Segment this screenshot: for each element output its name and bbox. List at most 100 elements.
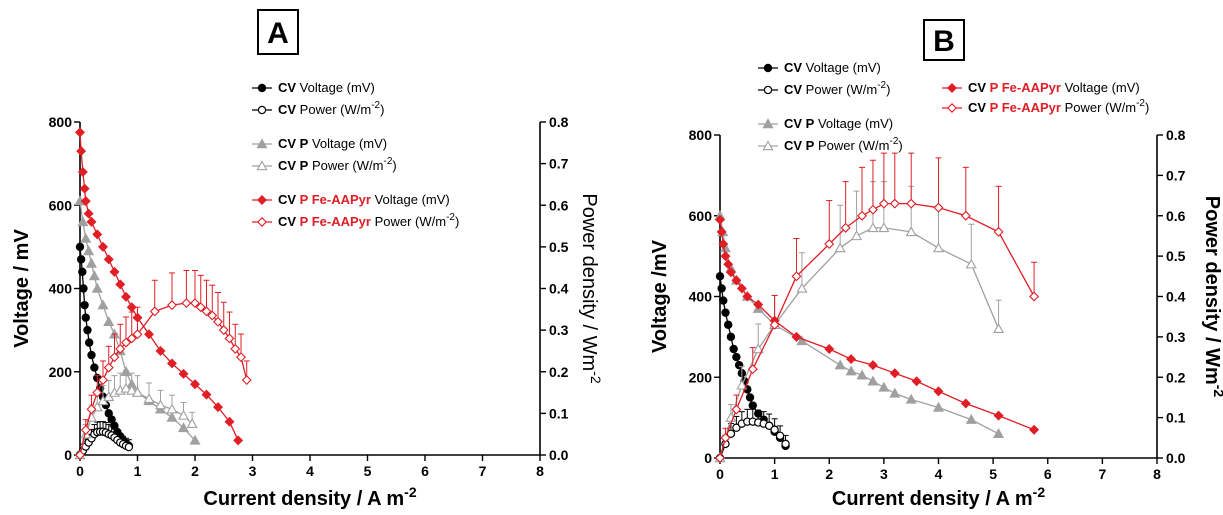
data-point [120, 382, 132, 393]
legend-marker [947, 83, 957, 93]
legend-marker [257, 83, 267, 93]
data-point [167, 300, 177, 311]
y-tick-label: 0 [704, 450, 712, 466]
legend-label: CV P Power (W/m-2) [784, 136, 903, 153]
data-point [856, 369, 868, 380]
data-point [791, 331, 802, 342]
data-point [1029, 424, 1040, 435]
x-axis-title: Current density / A m-2 [203, 484, 416, 510]
y-tick-label: 0 [64, 447, 72, 463]
data-point [721, 308, 730, 317]
legend-entry: CV P Power (W/m-2) [252, 156, 397, 173]
y2-tick-label: 0.7 [549, 156, 569, 172]
data-point [230, 343, 241, 354]
data-point [132, 329, 143, 340]
legend-label: CV P Voltage (mV) [278, 136, 387, 151]
legend-label: CV P Power (W/m-2) [278, 156, 397, 173]
data-point [126, 333, 137, 344]
x-tick-label: 0 [76, 463, 84, 479]
legend-entry: CV Power (W/m-2) [758, 80, 890, 97]
data-point [726, 332, 736, 342]
x-tick-label: 5 [989, 466, 997, 482]
x-tick-label: 8 [536, 463, 544, 479]
data-point [867, 375, 879, 386]
y-axis-title: Voltage /mV [649, 239, 671, 353]
y2-tick-label: 0.8 [549, 114, 569, 130]
panel-letter: A [267, 17, 289, 50]
data-point [834, 359, 846, 370]
legend-label: CV P Voltage (mV) [784, 116, 893, 131]
data-point [717, 284, 726, 293]
data-point [715, 214, 725, 225]
y-tick-label: 400 [49, 281, 73, 297]
data-point [993, 323, 1005, 334]
series-0 [75, 242, 134, 451]
data-point [796, 282, 808, 293]
data-point [79, 183, 90, 194]
legend-entry: CV Voltage (mV) [252, 80, 375, 95]
data-point [791, 271, 802, 282]
y2-axis-title: Power density / Wm-2 [578, 193, 604, 383]
data-point [85, 257, 98, 268]
data-point [91, 282, 103, 293]
data-point [189, 434, 201, 445]
x-tick-label: 1 [134, 463, 142, 479]
data-point [79, 284, 88, 293]
x-tick-label: 4 [306, 463, 314, 479]
x-tick-label: 7 [1098, 466, 1106, 482]
legend-entry: CV P Voltage (mV) [252, 136, 387, 151]
data-point [103, 362, 114, 373]
y2-tick-label: 0.5 [549, 239, 569, 255]
data-point [824, 344, 835, 354]
data-point [889, 387, 901, 398]
y2-tick-label: 0.7 [1166, 167, 1186, 183]
data-point [218, 325, 229, 336]
data-point [993, 226, 1004, 237]
data-point [878, 198, 889, 209]
x-tick-label: 8 [1153, 466, 1161, 482]
data-point [715, 453, 725, 463]
data-point [878, 222, 890, 233]
data-point [154, 399, 167, 410]
y2-axis-title: Power density / Wm-2 [1201, 196, 1223, 398]
legend-marker [257, 195, 267, 205]
x-tick-label: 3 [880, 466, 888, 482]
data-point [745, 393, 755, 402]
data-point [769, 319, 780, 330]
y-tick-label: 800 [689, 127, 713, 143]
series-line [719, 219, 1035, 431]
y2-tick-label: 0.0 [549, 447, 569, 463]
data-point [213, 316, 223, 327]
x-tick-label: 4 [935, 466, 943, 482]
x-tick-label: 0 [716, 466, 724, 482]
data-point [103, 316, 115, 327]
data-point [905, 393, 917, 404]
data-point [86, 404, 97, 415]
data-point [144, 329, 154, 340]
y2-tick-label: 0.3 [1166, 329, 1186, 345]
legend-marker [256, 160, 268, 171]
data-point [115, 343, 126, 354]
data-point [75, 242, 85, 252]
panel-letter-box [257, 9, 299, 55]
data-point [143, 393, 155, 404]
data-point [905, 226, 917, 237]
data-point [851, 230, 863, 241]
y-tick-label: 800 [49, 114, 73, 130]
series-4 [715, 214, 1040, 435]
data-point [775, 431, 785, 440]
legend-entry: CV Voltage (mV) [758, 60, 881, 75]
series-3 [74, 370, 198, 460]
data-point [932, 401, 945, 412]
y2-tick-label: 0.5 [1166, 248, 1186, 264]
data-point [213, 402, 223, 413]
data-point [80, 300, 89, 310]
data-point [736, 379, 748, 390]
legend-marker [257, 217, 267, 227]
legend-label: CV Voltage (mV) [278, 80, 375, 95]
data-point [115, 279, 126, 290]
y2-tick-label: 0.4 [1166, 289, 1186, 305]
data-point [126, 302, 137, 313]
x-tick-label: 6 [421, 463, 429, 479]
chart-panel-a: A 0 1 2 3 4 5 6 7 8 0 200 400 600 800 0.0 0.1 0.2 0.3 0.4 0.… [11, 9, 604, 510]
